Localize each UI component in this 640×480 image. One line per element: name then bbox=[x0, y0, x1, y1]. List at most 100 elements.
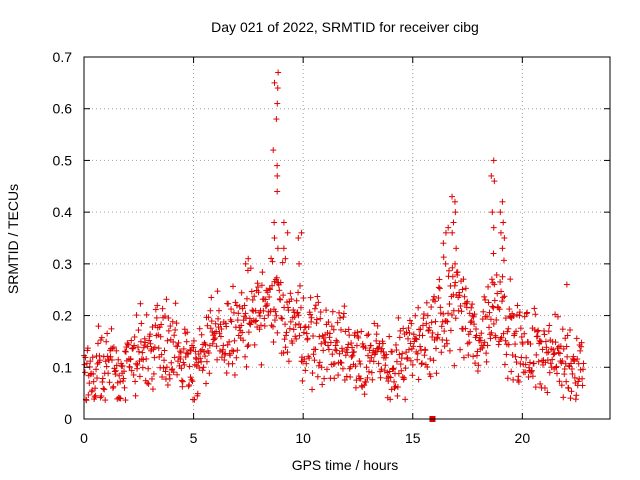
data-point bbox=[464, 298, 471, 305]
data-point bbox=[482, 296, 489, 303]
data-point bbox=[352, 384, 359, 391]
data-point bbox=[100, 385, 107, 392]
data-point bbox=[487, 335, 494, 342]
data-point bbox=[493, 271, 500, 278]
data-point bbox=[508, 368, 515, 375]
data-point bbox=[266, 293, 273, 300]
data-point bbox=[445, 224, 452, 231]
data-point bbox=[279, 315, 286, 322]
data-point bbox=[329, 308, 336, 315]
data-point bbox=[280, 245, 287, 252]
data-point bbox=[563, 378, 570, 385]
data-point bbox=[331, 375, 338, 382]
x-tick-label: 5 bbox=[190, 430, 198, 446]
data-point bbox=[99, 375, 106, 382]
data-point bbox=[365, 368, 372, 375]
data-point bbox=[295, 235, 302, 241]
data-point bbox=[135, 348, 142, 355]
data-point bbox=[313, 316, 320, 323]
data-point bbox=[269, 258, 276, 265]
data-point bbox=[234, 317, 241, 324]
data-point bbox=[521, 330, 528, 337]
data-point bbox=[364, 332, 371, 339]
data-point bbox=[446, 301, 453, 308]
data-point bbox=[497, 278, 504, 285]
data-point bbox=[580, 366, 587, 373]
data-point bbox=[168, 359, 175, 366]
data-point bbox=[171, 332, 178, 339]
data-point bbox=[491, 178, 498, 185]
data-point bbox=[541, 385, 548, 392]
data-point bbox=[170, 369, 177, 376]
data-point bbox=[486, 309, 493, 316]
data-point bbox=[501, 293, 508, 300]
data-point bbox=[233, 302, 240, 309]
data-point bbox=[319, 381, 326, 388]
data-point bbox=[274, 162, 281, 169]
data-point bbox=[560, 394, 567, 401]
data-point bbox=[139, 364, 146, 371]
data-point bbox=[374, 322, 381, 329]
data-point bbox=[561, 365, 568, 372]
data-point bbox=[280, 349, 287, 356]
data-point bbox=[196, 325, 203, 332]
data-point bbox=[323, 307, 330, 314]
data-point bbox=[342, 352, 349, 359]
data-point bbox=[105, 370, 112, 377]
data-point bbox=[92, 385, 99, 392]
data-point bbox=[318, 364, 325, 371]
data-point bbox=[481, 339, 488, 346]
data-point bbox=[341, 377, 348, 384]
data-point bbox=[518, 333, 525, 340]
data-point bbox=[224, 341, 231, 348]
data-point bbox=[476, 334, 483, 341]
data-point bbox=[530, 360, 537, 367]
data-point bbox=[562, 360, 569, 367]
data-point bbox=[492, 334, 499, 341]
data-point bbox=[408, 320, 415, 327]
data-point bbox=[133, 360, 140, 367]
data-point bbox=[564, 353, 571, 360]
data-point bbox=[197, 348, 204, 355]
data-point bbox=[466, 339, 473, 346]
data-point bbox=[537, 380, 544, 387]
data-point bbox=[155, 345, 162, 352]
data-point bbox=[460, 354, 467, 361]
data-point bbox=[190, 344, 197, 351]
data-point bbox=[93, 366, 100, 373]
data-point bbox=[363, 364, 370, 371]
data-point bbox=[556, 350, 563, 357]
data-point bbox=[353, 342, 360, 349]
data-point bbox=[478, 330, 485, 337]
data-point bbox=[303, 360, 310, 367]
data-point bbox=[102, 397, 109, 404]
data-point bbox=[378, 366, 385, 373]
data-point bbox=[424, 364, 431, 371]
data-point bbox=[308, 314, 315, 321]
data-point bbox=[442, 229, 449, 236]
data-point bbox=[430, 357, 437, 364]
data-point bbox=[98, 393, 105, 400]
data-point bbox=[497, 229, 504, 236]
data-point bbox=[488, 172, 495, 179]
data-point bbox=[233, 354, 240, 361]
data-point bbox=[504, 328, 511, 335]
data-point bbox=[206, 370, 213, 377]
y-tick-label: 0.6 bbox=[53, 101, 73, 117]
data-point bbox=[177, 349, 184, 356]
data-point bbox=[417, 343, 424, 350]
data-point bbox=[402, 365, 409, 372]
data-point bbox=[418, 360, 425, 367]
data-point bbox=[409, 361, 416, 368]
data-point bbox=[214, 356, 221, 363]
data-point bbox=[429, 329, 436, 336]
data-point bbox=[191, 396, 198, 403]
data-point bbox=[218, 325, 225, 332]
data-point bbox=[481, 293, 488, 300]
data-point bbox=[436, 276, 443, 283]
data-point bbox=[169, 366, 176, 373]
data-point bbox=[446, 267, 453, 274]
data-point bbox=[356, 358, 363, 365]
data-point bbox=[253, 317, 260, 324]
data-point bbox=[255, 284, 262, 291]
